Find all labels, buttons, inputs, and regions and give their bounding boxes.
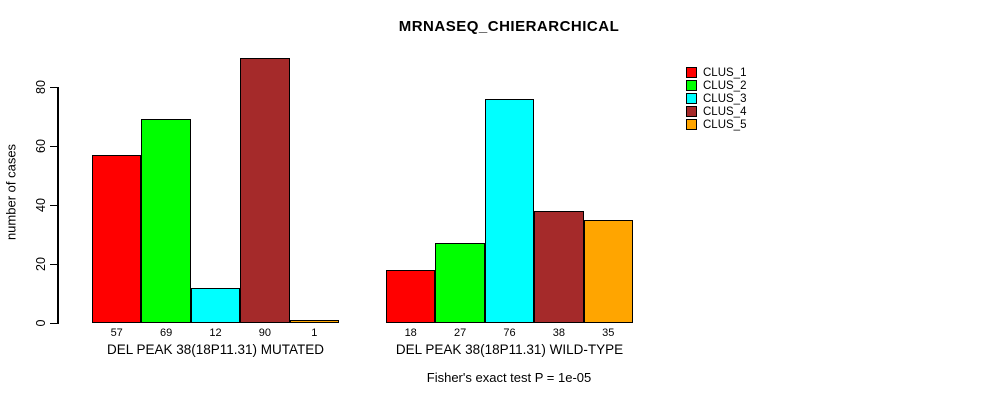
y-tick-label: 60	[34, 139, 48, 153]
y-tick-label: 0	[34, 319, 48, 327]
bar-value-label: 76	[503, 327, 516, 339]
bar-clus_4-group0	[240, 57, 290, 323]
y-axis-label: number of cases	[3, 143, 19, 241]
y-tick-mark	[50, 205, 57, 206]
bar-clus_5-group0	[289, 320, 339, 324]
legend-label: CLUS_5	[703, 118, 747, 131]
bar-value-label: 27	[453, 327, 467, 339]
bar-value-label: 69	[159, 327, 173, 339]
bar-value-label: 1	[311, 327, 318, 339]
legend-label: CLUS_3	[703, 92, 747, 105]
legend-label: CLUS_1	[703, 66, 747, 79]
legend-item-clus_1: CLUS_1	[686, 66, 746, 79]
chart-title: MRNASEQ_CHIERARCHICAL	[398, 18, 620, 35]
bar-clus_5-group1	[583, 219, 633, 324]
y-tick-label: 20	[34, 257, 48, 271]
bar-value-label: 35	[602, 327, 615, 339]
bar-clus_1-group0	[92, 154, 142, 323]
y-axis-line	[57, 87, 59, 324]
y-tick-mark	[50, 146, 57, 147]
y-tick-mark	[50, 87, 57, 88]
legend-item-clus_3: CLUS_3	[686, 92, 746, 105]
legend-item-clus_5: CLUS_5	[686, 118, 746, 131]
bar-value-label: 18	[404, 327, 417, 339]
legend-swatch-icon	[686, 119, 697, 130]
bar-value-label: 12	[209, 327, 222, 339]
legend-label: CLUS_2	[703, 79, 747, 92]
group-label-mutated: DEL PEAK 38(18P11.31) MUTATED	[106, 342, 325, 357]
bar-clus_1-group1	[386, 269, 436, 323]
fisher-test-annotation: Fisher's exact test P = 1e-05	[426, 370, 592, 385]
legend-swatch-icon	[686, 80, 697, 91]
y-tick-mark	[50, 264, 57, 265]
legend-label: CLUS_4	[703, 105, 747, 118]
bar-clus_2-group1	[435, 243, 485, 323]
legend-swatch-icon	[686, 93, 697, 104]
legend-item-clus_4: CLUS_4	[686, 105, 746, 118]
bar-clus_3-group1	[484, 98, 535, 323]
y-tick-label: 80	[34, 80, 48, 94]
y-tick-mark	[50, 323, 57, 324]
bar-value-label: 57	[110, 327, 123, 339]
legend-item-clus_2: CLUS_2	[686, 79, 746, 92]
bar-clus_4-group1	[534, 210, 584, 323]
bar-value-label: 90	[258, 327, 272, 339]
y-tick-label: 40	[34, 198, 48, 212]
legend-swatch-icon	[686, 106, 697, 117]
bar-clus_2-group0	[141, 119, 191, 323]
bar-value-label: 38	[552, 327, 566, 339]
group-label-wild-type: DEL PEAK 38(18P11.31) WILD-TYPE	[395, 342, 624, 357]
bar-clus_3-group0	[190, 287, 241, 323]
legend: CLUS_1 CLUS_2 CLUS_3 CLUS_4 CLUS_5	[686, 66, 746, 131]
legend-swatch-icon	[686, 67, 697, 78]
